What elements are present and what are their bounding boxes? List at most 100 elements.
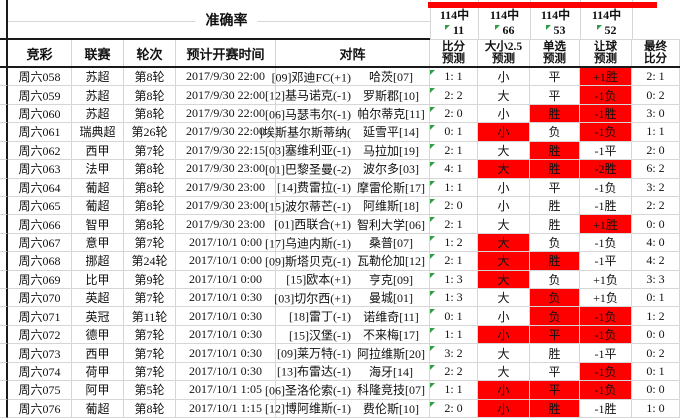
- cell-jingcai[interactable]: 周六075: [8, 381, 72, 400]
- cell-jingcai[interactable]: 周六076: [8, 399, 72, 419]
- cell-league[interactable]: 智甲: [72, 215, 124, 234]
- cell-time[interactable]: 2017/9/30 23:00: [176, 196, 276, 216]
- cell-final-score[interactable]: 4: 2: [632, 252, 680, 271]
- cell-matchup[interactable]: ]埃斯基尔斯蒂纳(延雪平[14]: [259, 123, 430, 142]
- cell-over-under[interactable]: 大: [478, 270, 530, 290]
- cell-over-under[interactable]: 大: [478, 252, 530, 271]
- cell-handicap[interactable]: -1平: [580, 252, 632, 271]
- cell-matchup[interactable]: [06]马瑟韦尔(-1) 帕尔蒂克[11]: [265, 104, 430, 124]
- cell-single-pick[interactable]: 平: [530, 325, 580, 345]
- cell-league[interactable]: 瑞典超: [72, 123, 124, 142]
- cell-round[interactable]: 第8轮: [124, 215, 176, 234]
- cell-time[interactable]: 2017/10/1 0:00: [176, 233, 276, 253]
- cell-round[interactable]: 第9轮: [124, 270, 176, 290]
- cell-handicap[interactable]: -1负: [580, 381, 632, 400]
- cell-jingcai[interactable]: 周六062: [8, 141, 72, 161]
- cell-matchup[interactable]: [18]雷丁(-1) 诺维奇[11]: [276, 307, 430, 326]
- cell-league[interactable]: 德甲: [72, 325, 124, 345]
- cell-single-pick[interactable]: 胜: [530, 399, 580, 419]
- cell-single-pick[interactable]: 平: [530, 68, 580, 87]
- cell-score-prediction[interactable]: 1: 1: [430, 68, 478, 87]
- cell-over-under[interactable]: 小: [478, 307, 530, 326]
- accuracy-cell-pick[interactable]: 114中 53: [530, 0, 580, 40]
- cell-over-under[interactable]: 大: [478, 289, 530, 308]
- cell-jingcai[interactable]: 周六061: [8, 123, 72, 142]
- cell-handicap[interactable]: -1胜: [580, 196, 632, 216]
- cell-matchup[interactable]: [03]塞维利亚(-1) 马拉加[19]: [265, 141, 430, 161]
- cell-matchup[interactable]: [14]费雷拉(-1) 摩雷伦斯[17]: [276, 178, 430, 197]
- cell-matchup[interactable]: [15]欧本(+1) 亨克[09]: [276, 270, 430, 290]
- cell-jingcai[interactable]: 周六072: [8, 325, 72, 345]
- cell-time[interactable]: 2017/9/30 23:00: [176, 160, 276, 179]
- cell-matchup[interactable]: [15]汉堡(-1) 不来梅[17]: [276, 325, 430, 345]
- cell-final-score[interactable]: 4: 0: [632, 233, 680, 253]
- cell-score-prediction[interactable]: 2: 1: [430, 141, 478, 161]
- cell-league[interactable]: 挪超: [72, 252, 124, 271]
- cell-over-under[interactable]: 大: [478, 86, 530, 105]
- cell-over-under[interactable]: 大: [478, 362, 530, 382]
- cell-single-pick[interactable]: 负: [530, 307, 580, 326]
- cell-score-prediction[interactable]: 0: 1: [430, 123, 478, 142]
- cell-final-score[interactable]: 3: 0: [632, 104, 680, 124]
- cell-time[interactable]: 2017/9/30 22:15: [176, 141, 276, 161]
- cell-over-under[interactable]: 小: [478, 123, 530, 142]
- col-header-matchup[interactable]: 对阵: [276, 40, 430, 66]
- cell-matchup[interactable]: [15]波尔蒂芒(-1) 阿维斯[18]: [265, 196, 430, 216]
- cell-matchup[interactable]: [12]基马诺克(-1) 罗斯郡[10]: [265, 86, 430, 105]
- cell-final-score[interactable]: 0: 1: [632, 362, 680, 382]
- cell-matchup[interactable]: [12]博阿维斯(-1) 费伦斯[10]: [265, 399, 430, 419]
- cell-score-prediction[interactable]: 2: 2: [430, 86, 478, 105]
- col-header-over-under[interactable]: 大小2.5 预测: [478, 40, 530, 66]
- cell-handicap[interactable]: +1负: [580, 289, 632, 308]
- cell-final-score[interactable]: 2: 2: [632, 196, 680, 216]
- cell-round[interactable]: 第24轮: [124, 252, 176, 271]
- cell-score-prediction[interactable]: 1: 3: [430, 270, 478, 290]
- cell-time[interactable]: 2017/10/1 0:30: [176, 307, 276, 326]
- col-header-round[interactable]: 轮次: [124, 40, 176, 66]
- cell-jingcai[interactable]: 周六071: [8, 307, 72, 326]
- cell-round[interactable]: 第26轮: [124, 123, 176, 142]
- cell-single-pick[interactable]: 负: [530, 233, 580, 253]
- cell-time[interactable]: 2017/9/30 22:00: [176, 68, 276, 87]
- cell-final-score[interactable]: 0: 2: [632, 86, 680, 105]
- col-header-single-pick[interactable]: 单选 预测: [530, 40, 580, 66]
- cell-jingcai[interactable]: 周六068: [8, 252, 72, 271]
- cell-jingcai[interactable]: 周六059: [8, 86, 72, 105]
- cell-league[interactable]: 英超: [72, 289, 124, 308]
- cell-final-score[interactable]: 6: 2: [632, 160, 680, 179]
- cell-jingcai[interactable]: 周六064: [8, 178, 72, 197]
- cell-score-prediction[interactable]: 1: 1: [430, 381, 478, 400]
- cell-league[interactable]: 西甲: [72, 141, 124, 161]
- cell-final-score[interactable]: 3: 2: [632, 178, 680, 197]
- cell-final-score[interactable]: 0: 0: [632, 381, 680, 400]
- cell-matchup[interactable]: [09]莱万特(-1) 阿拉维斯[20]: [276, 344, 430, 363]
- cell-time[interactable]: 2017/9/30 23:00: [176, 215, 276, 234]
- cell-handicap[interactable]: -1负: [580, 325, 632, 345]
- cell-final-score[interactable]: 2: 0: [632, 141, 680, 161]
- cell-time[interactable]: 2017/9/30 22:00: [176, 86, 276, 105]
- cell-score-prediction[interactable]: 2: 1: [430, 215, 478, 234]
- col-header-league[interactable]: 联赛: [72, 40, 124, 66]
- cell-jingcai[interactable]: 周六070: [8, 289, 72, 308]
- cell-round[interactable]: 第8轮: [124, 68, 176, 87]
- cell-jingcai[interactable]: 周六069: [8, 270, 72, 290]
- cell-time[interactable]: 2017/10/1 0:00: [176, 270, 276, 290]
- cell-score-prediction[interactable]: 1: 1: [430, 178, 478, 197]
- cell-jingcai[interactable]: 周六063: [8, 160, 72, 179]
- cell-over-under[interactable]: 大: [478, 233, 530, 253]
- cell-over-under[interactable]: 大: [478, 344, 530, 363]
- cell-round[interactable]: 第7轮: [124, 325, 176, 345]
- cell-handicap[interactable]: -2胜: [580, 160, 632, 179]
- cell-handicap[interactable]: -1胜: [580, 399, 632, 419]
- cell-over-under[interactable]: 小: [478, 399, 530, 419]
- col-header-kickoff-time[interactable]: 预计开赛时间: [176, 40, 276, 66]
- cell-time[interactable]: 2017/10/1 1:05: [176, 381, 276, 400]
- cell-round[interactable]: 第7轮: [124, 362, 176, 382]
- cell-score-prediction[interactable]: 0: 1: [430, 307, 478, 326]
- cell-handicap[interactable]: -1负: [580, 362, 632, 382]
- cell-league[interactable]: 苏超: [72, 86, 124, 105]
- cell-league[interactable]: 英冠: [72, 307, 124, 326]
- cell-single-pick[interactable]: 胜: [530, 252, 580, 271]
- cell-round[interactable]: 第7轮: [124, 233, 176, 253]
- cell-round[interactable]: 第7轮: [124, 344, 176, 363]
